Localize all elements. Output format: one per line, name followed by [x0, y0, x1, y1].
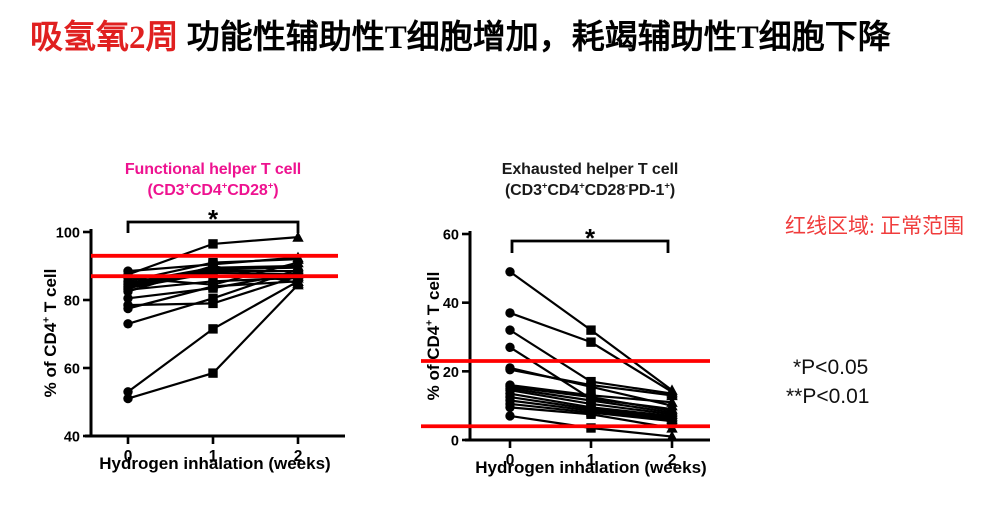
functional-chart-y-axis-label: % of CD4+ T cell	[41, 268, 60, 398]
data-point-marker	[208, 298, 218, 309]
x-tick-label: 1	[209, 448, 218, 465]
data-point-marker	[505, 402, 515, 413]
y-tick-label: 80	[64, 294, 80, 310]
significance-bracket	[510, 239, 670, 253]
p-value-note-2: **P<0.01	[786, 385, 870, 408]
exhausted-chart-y-axis-label: % of CD4+ T cell	[424, 271, 443, 401]
data-point-marker	[208, 281, 218, 292]
data-point-marker	[208, 324, 218, 334]
data-point-marker	[208, 261, 218, 271]
y-tick-label: 40	[64, 430, 80, 446]
y-tick-label: 100	[56, 226, 80, 242]
data-point-marker	[208, 368, 218, 378]
data-point-marker	[586, 337, 596, 347]
functional-chart-title-line1: Functional helper T cell	[124, 161, 302, 178]
data-point-marker	[505, 325, 515, 335]
data-point-marker	[505, 342, 515, 352]
main-title: 吸氢氧2周 功能性辅助性T细胞增加，耗竭辅助性T细胞下降	[30, 10, 891, 58]
normal-range-note: 红线区域: 正常范围	[785, 214, 965, 238]
main-title-highlight: 吸氢氧2周	[30, 20, 179, 56]
data-point-marker	[666, 415, 678, 426]
functional-helper-t-cell-chart: 40 60 80 100 0 1 2 *	[56, 204, 345, 465]
data-point-marker	[666, 396, 678, 407]
data-point-marker	[586, 380, 596, 390]
data-point-marker	[208, 239, 218, 249]
data-point-marker	[208, 276, 218, 286]
data-point-marker	[505, 411, 515, 421]
exhausted-chart-title-line1: Exhausted helper T cell	[501, 161, 679, 178]
x-tick-label: 0	[506, 452, 515, 469]
functional-chart-title-line2: (CD3+CD4+CD28+)	[147, 180, 279, 199]
exhausted-chart-title-line2: (CD3+CD4+CD28-PD-1+)	[504, 180, 676, 199]
data-point-marker	[586, 409, 596, 419]
data-point-marker	[123, 303, 133, 314]
y-tick-label: 40	[443, 296, 459, 312]
main-title-rest: 功能性辅助性T细胞增加，耗竭辅助性T细胞下降	[178, 20, 891, 56]
exhausted-chart-title: Exhausted helper T cell (CD3+CD4+CD28-PD…	[420, 159, 760, 201]
data-point-marker	[666, 430, 678, 442]
functional-chart-title: Functional helper T cell (CD3+CD4+CD28+)	[43, 159, 383, 201]
y-tick-label: 20	[443, 365, 459, 381]
data-point-marker	[208, 293, 218, 303]
functional-chart-x-axis-label: Hydrogen inhalation (weeks)	[99, 454, 331, 473]
significance-asterisk: *	[208, 204, 219, 234]
x-tick-label: 2	[668, 452, 677, 469]
y-tick-label: 0	[451, 434, 459, 450]
data-point-marker	[123, 286, 133, 297]
data-point-marker	[208, 268, 218, 278]
y-tick-label: 60	[443, 228, 459, 244]
x-tick-label: 0	[124, 448, 133, 465]
significance-asterisk: *	[585, 223, 596, 253]
data-point-marker	[123, 293, 133, 303]
x-tick-label: 2	[294, 448, 303, 465]
data-point-marker	[123, 387, 133, 397]
p-value-note-1: *P<0.05	[793, 356, 869, 379]
data-point-marker	[292, 253, 304, 264]
data-point-marker	[505, 308, 515, 318]
data-point-marker	[123, 319, 133, 329]
data-point-marker	[666, 389, 678, 401]
y-tick-label: 60	[64, 362, 80, 378]
data-point-marker	[292, 231, 304, 242]
exhausted-chart-x-axis-label: Hydrogen inhalation (weeks)	[475, 458, 707, 477]
data-point-marker	[292, 263, 304, 275]
data-point-marker	[123, 393, 133, 404]
data-point-marker	[505, 267, 515, 277]
exhausted-helper-t-cell-chart: 0 20 40 60 0 1 2 *	[421, 223, 710, 469]
data-point-marker	[586, 325, 596, 335]
x-tick-label: 1	[587, 452, 596, 469]
significance-bracket	[126, 220, 300, 233]
data-point-marker	[505, 364, 515, 375]
data-point-marker	[292, 278, 304, 290]
